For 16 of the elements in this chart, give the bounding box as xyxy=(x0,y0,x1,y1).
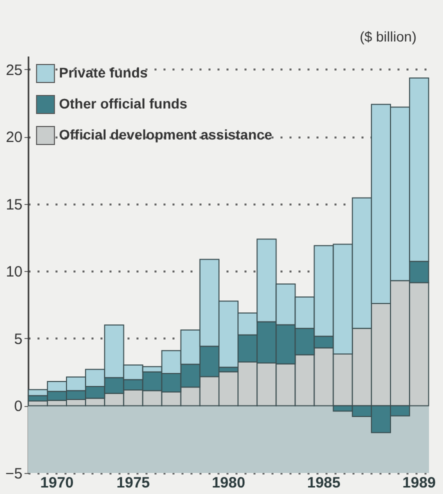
x-tick-label: 1980 xyxy=(212,474,246,492)
legend-label: Official development assistance xyxy=(59,126,272,142)
x-tick-label: 1985 xyxy=(307,474,340,492)
x-tick-label: 1970 xyxy=(40,474,74,492)
y-tick-label: 0 xyxy=(14,398,22,416)
y-tick-label: −5 xyxy=(5,466,22,482)
y-tick-label: 20 xyxy=(6,129,22,146)
y-tick-label: 25 xyxy=(6,62,22,79)
y-tick-label: 15 xyxy=(6,196,22,214)
legend-label: Private funds xyxy=(59,64,148,80)
y-axis-title: ($ billion) xyxy=(360,28,416,44)
y-tick-label: 10 xyxy=(6,264,22,281)
legend-label: Other official funds xyxy=(59,96,188,112)
x-tick-label: 1975 xyxy=(116,474,150,492)
x-tick-label: 1989 xyxy=(402,474,436,492)
y-tick-label: 5 xyxy=(14,330,22,348)
